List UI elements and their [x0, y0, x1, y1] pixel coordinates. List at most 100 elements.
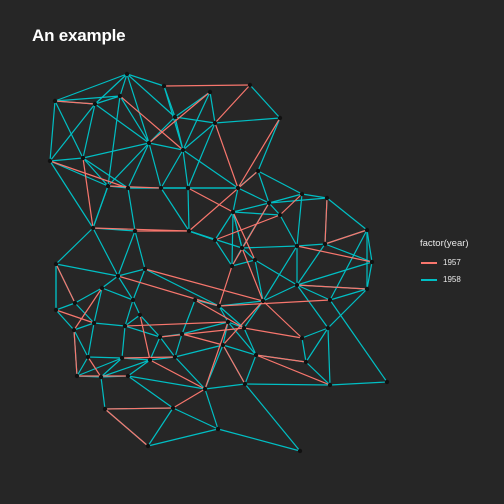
graph-node — [230, 209, 236, 215]
edge-1958 — [329, 288, 368, 301]
edge-1957 — [124, 321, 229, 327]
graph-node — [229, 263, 235, 269]
edge-1957 — [296, 245, 373, 263]
edge-1957 — [237, 117, 281, 189]
graph-node — [102, 406, 108, 412]
edge-1957 — [194, 299, 245, 329]
graph-node — [322, 241, 328, 247]
edge-1957 — [279, 193, 303, 216]
edge-1958 — [94, 73, 128, 105]
edge-1958 — [181, 299, 196, 335]
edge-1957 — [262, 300, 303, 339]
graph-node — [220, 342, 226, 348]
edge-1958 — [92, 227, 119, 277]
edge-1958 — [127, 375, 206, 390]
edge-1958 — [127, 359, 151, 377]
edge-1958 — [174, 356, 206, 390]
edge-1958 — [218, 305, 229, 323]
graph-node — [115, 273, 121, 279]
edge-1957 — [241, 247, 264, 302]
legend-item-1958: 1958 — [420, 271, 469, 288]
edge-1958 — [149, 336, 161, 361]
edge-1958 — [100, 357, 123, 378]
edge-1958 — [82, 142, 150, 159]
graph-node — [303, 359, 309, 365]
edge-1958 — [147, 407, 174, 447]
edge-1958 — [174, 344, 224, 358]
edge-1958 — [329, 229, 368, 301]
graph-node — [170, 405, 176, 411]
legend: factor(year) 1957 1958 — [420, 238, 469, 288]
graph-node — [364, 286, 370, 292]
graph-node — [364, 227, 370, 233]
edge-1958 — [144, 268, 220, 307]
edge-1958 — [241, 247, 256, 261]
edge-1958 — [244, 383, 331, 386]
edge-1958 — [232, 202, 270, 213]
edge-1958 — [121, 325, 126, 359]
edge-1958 — [296, 243, 326, 247]
edge-1957 — [255, 354, 307, 363]
graph-node — [142, 266, 148, 272]
edge-1958 — [182, 122, 216, 151]
edge-1958 — [54, 73, 128, 102]
edge-1958 — [87, 356, 123, 359]
graph-node — [384, 379, 390, 385]
edge-1958 — [55, 302, 76, 311]
edge-1957 — [87, 356, 102, 378]
edge-1958 — [73, 329, 89, 358]
graph-node — [253, 352, 259, 358]
graph-node — [124, 71, 130, 77]
edge-1957 — [55, 309, 95, 324]
edge-1958 — [127, 375, 174, 409]
graph-node — [327, 382, 333, 388]
graph-node — [147, 357, 153, 363]
edge-1958 — [74, 302, 95, 324]
edge-1958 — [160, 187, 190, 232]
graph-node — [294, 243, 300, 249]
edge-1957 — [73, 287, 103, 331]
graph-node — [98, 374, 104, 380]
edge-1958 — [244, 383, 301, 452]
graph-node — [145, 443, 151, 449]
edge-1957 — [117, 275, 220, 307]
edge-1957 — [172, 388, 206, 409]
edge-1958 — [126, 73, 150, 144]
graph-node — [235, 185, 241, 191]
graph-node — [239, 245, 245, 251]
edge-1957 — [119, 95, 184, 151]
edge-1958 — [54, 100, 84, 159]
graph-node — [207, 89, 213, 95]
graph-node — [297, 448, 303, 454]
edge-1958 — [139, 314, 161, 338]
edge-1958 — [117, 230, 136, 277]
edge-1957 — [324, 197, 328, 245]
edge-1958 — [92, 185, 109, 229]
edge-1957 — [188, 170, 259, 232]
graph-node — [260, 298, 266, 304]
edge-1958 — [241, 245, 298, 249]
edge-1958 — [243, 300, 264, 329]
edge-1957 — [243, 327, 303, 339]
edge-1958 — [232, 211, 281, 216]
edge-1957 — [55, 263, 76, 304]
edge-1958 — [329, 381, 388, 386]
edge-1958 — [296, 261, 373, 286]
edge-1958 — [214, 239, 233, 267]
edge-1958 — [134, 230, 146, 270]
edge-1958 — [55, 227, 94, 265]
edge-1958 — [262, 284, 298, 302]
edge-1958 — [296, 193, 303, 247]
edge-1958 — [100, 376, 106, 410]
edge-1958 — [232, 211, 243, 249]
edge-1958 — [204, 388, 219, 430]
graph-node — [277, 115, 283, 121]
edge-1957 — [104, 408, 149, 447]
edge-1958 — [324, 243, 373, 263]
edge-1958 — [147, 428, 219, 447]
edge-1957 — [218, 265, 233, 307]
graph-node — [212, 120, 218, 126]
node-layer — [47, 71, 390, 454]
graph-node — [85, 354, 91, 360]
graph-node — [52, 98, 58, 104]
